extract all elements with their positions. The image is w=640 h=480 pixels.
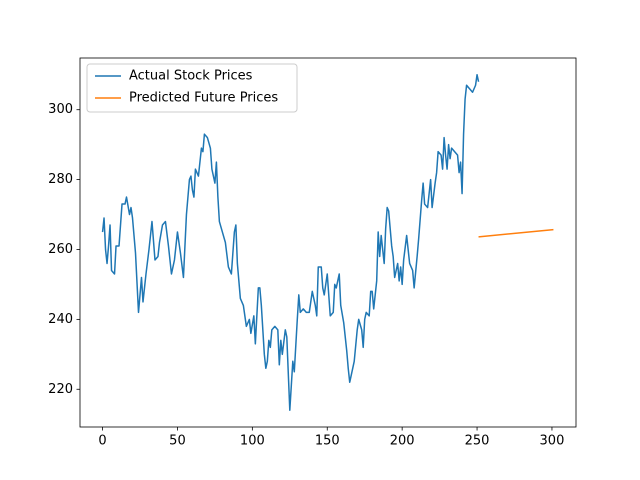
data-line: [101, 74, 480, 411]
legend-label: Actual Stock Prices: [129, 69, 253, 84]
data-line: [478, 228, 554, 238]
legend: Actual Stock Prices Predicted Future Pric…: [86, 63, 298, 113]
x-tick-label: 0: [98, 434, 106, 449]
y-tick-label: 240: [48, 312, 73, 327]
x-tick-label: 200: [390, 434, 415, 449]
y-tick-label: 300: [48, 102, 73, 117]
x-tick-label: 300: [540, 434, 565, 449]
x-tick-label: 150: [315, 434, 340, 449]
legend-label: Predicted Future Prices: [129, 91, 278, 106]
y-tick-label: 220: [48, 382, 73, 397]
x-tick-label: 50: [169, 434, 186, 449]
y-tick-label: 280: [48, 172, 73, 187]
x-tick-label: 100: [240, 434, 265, 449]
legend-frame: [86, 63, 298, 113]
y-tick-label: 260: [48, 242, 73, 257]
plot-frame: [79, 57, 577, 428]
x-tick-label: 250: [465, 434, 490, 449]
